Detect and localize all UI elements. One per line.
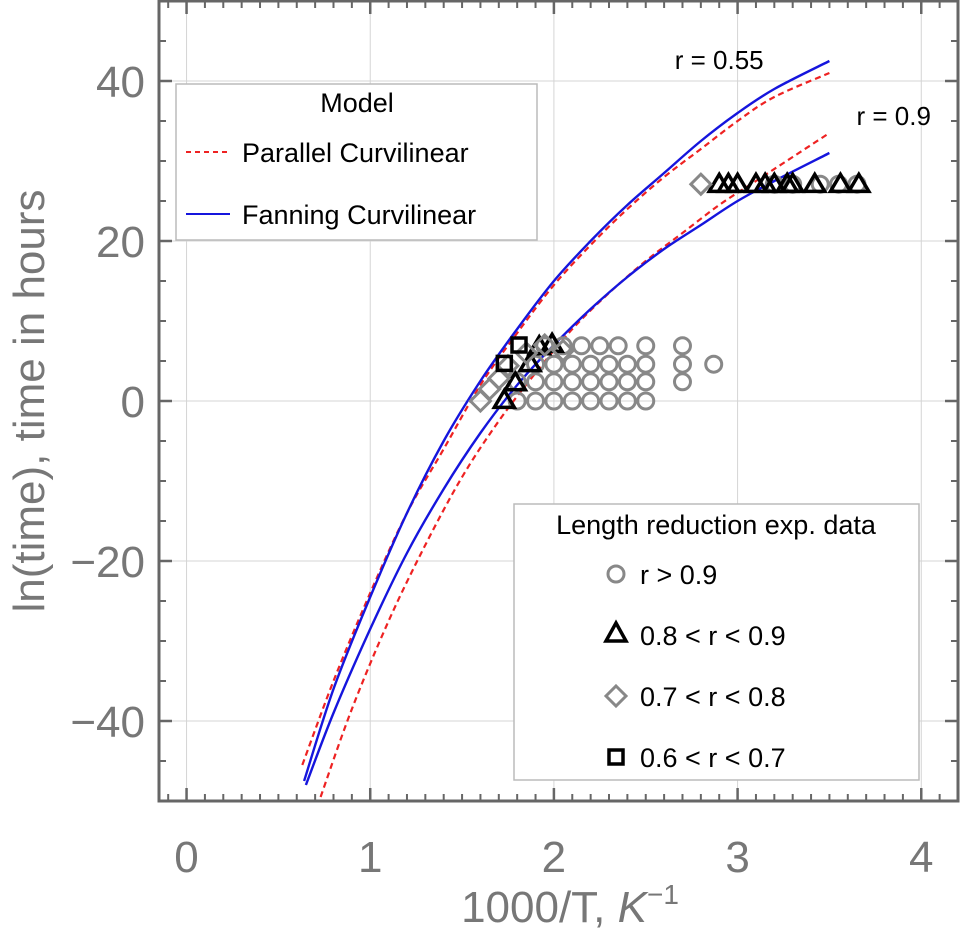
model-legend-box (175, 83, 538, 241)
circle-data-point (562, 391, 582, 411)
circle-data-point (636, 372, 656, 392)
circle-data-point (617, 354, 637, 374)
fanning-legend-label: Fanning Curvilinear (242, 200, 476, 230)
annotation-r-055-text: r = 0.55 (675, 45, 764, 75)
parallel-legend-label: Parallel Curvilinear (242, 138, 469, 168)
circle-data-point (636, 354, 656, 374)
triangle-legend-marker (603, 619, 629, 643)
y-tick-label: 40 (96, 58, 145, 107)
circle-data-point (636, 336, 656, 356)
x-tick-label: 2 (542, 833, 566, 882)
x-axis-title-text: 1000/T, (461, 883, 618, 932)
square-legend-label: 0.6 < r < 0.7 (640, 743, 786, 773)
circle-data-point (581, 372, 601, 392)
axis-tick-labels: 0 1 2 3 4 −40 −20 0 20 40 (70, 58, 933, 882)
x-tick-label: 3 (725, 833, 749, 882)
circle-data-point (581, 391, 601, 411)
y-tick-label: 0 (121, 378, 145, 427)
circle-legend-label: r > 0.9 (640, 560, 717, 590)
y-tick-label: −40 (70, 698, 145, 747)
diamond-data-point (514, 340, 539, 366)
triangle-data-point (502, 369, 529, 392)
circle-data-point (617, 372, 637, 392)
y-axis-title: ln(time), time in hours (5, 189, 54, 612)
diamond-data-point (688, 172, 713, 197)
circle-data-point (617, 391, 637, 411)
diamond-data-point (550, 338, 576, 363)
triangle-data-point (761, 170, 788, 194)
triangle-data-point (491, 386, 518, 410)
circle-data-point (562, 354, 582, 374)
fanning-curve (302, 59, 830, 782)
circle-data-point (608, 336, 628, 356)
annotation-r-09-text: r = 0.9 (856, 101, 930, 131)
square-data-point (510, 336, 528, 354)
circle-data-point (526, 372, 546, 392)
diamond-legend-marker (603, 683, 629, 709)
square-data-point (495, 354, 514, 373)
axis-ticks (159, 1, 958, 801)
x-tick-label: 0 (174, 833, 198, 882)
circle-legend-marker (606, 564, 626, 584)
circle-data-point (544, 391, 564, 411)
diamond-data-point (495, 353, 521, 378)
circle-data-point (672, 354, 692, 374)
circle-data-point (704, 354, 724, 374)
annotation-r-055: r = 0.55 (675, 45, 764, 75)
triangle-legend-label: 0.8 < r < 0.9 (640, 621, 786, 651)
triangle-data-point (827, 170, 854, 194)
circle-data-point (599, 354, 619, 374)
data-markers (468, 170, 872, 414)
circle-data-point (526, 391, 546, 411)
square-legend-marker (607, 748, 625, 766)
circle-data-point (599, 391, 619, 411)
model-legend-title: Model (320, 88, 394, 118)
fanning-curve (304, 151, 830, 786)
x-tick-label: 4 (909, 833, 933, 882)
circle-data-point (636, 391, 656, 411)
annotation-r-09: r = 0.9 (856, 101, 930, 131)
x-axis-unit: K (618, 883, 649, 932)
diamond-data-point (532, 332, 557, 358)
circle-data-point (544, 372, 564, 392)
x-axis-unit-exponent: −1 (647, 879, 679, 910)
triangle-data-point (845, 170, 872, 194)
circle-data-point (544, 354, 564, 374)
triangle-data-point (801, 170, 828, 194)
circle-data-point (571, 336, 591, 356)
y-tick-label: −20 (70, 538, 145, 587)
circle-data-point (581, 354, 601, 374)
data-legend-box (513, 503, 920, 781)
y-tick-label: 20 (96, 218, 145, 267)
circle-data-point (562, 372, 582, 392)
triangle-data-point (779, 170, 806, 194)
circle-data-point (672, 372, 692, 392)
x-axis-title: 1000/T, K−1 (461, 879, 679, 932)
x-tick-label: 1 (358, 833, 382, 882)
circle-data-point (590, 336, 610, 356)
triangle-data-point (724, 170, 751, 194)
data-legend: Length reduction exp. data r > 0.9 0.8 <… (513, 503, 920, 781)
parallel-curve (301, 71, 830, 766)
diamond-legend-label: 0.7 < r < 0.8 (640, 682, 786, 712)
circle-data-point (599, 372, 619, 392)
data-legend-title: Length reduction exp. data (556, 510, 877, 540)
circle-data-point (672, 336, 692, 356)
model-legend: Model Parallel Curvilinear Fanning Curvi… (175, 83, 538, 241)
